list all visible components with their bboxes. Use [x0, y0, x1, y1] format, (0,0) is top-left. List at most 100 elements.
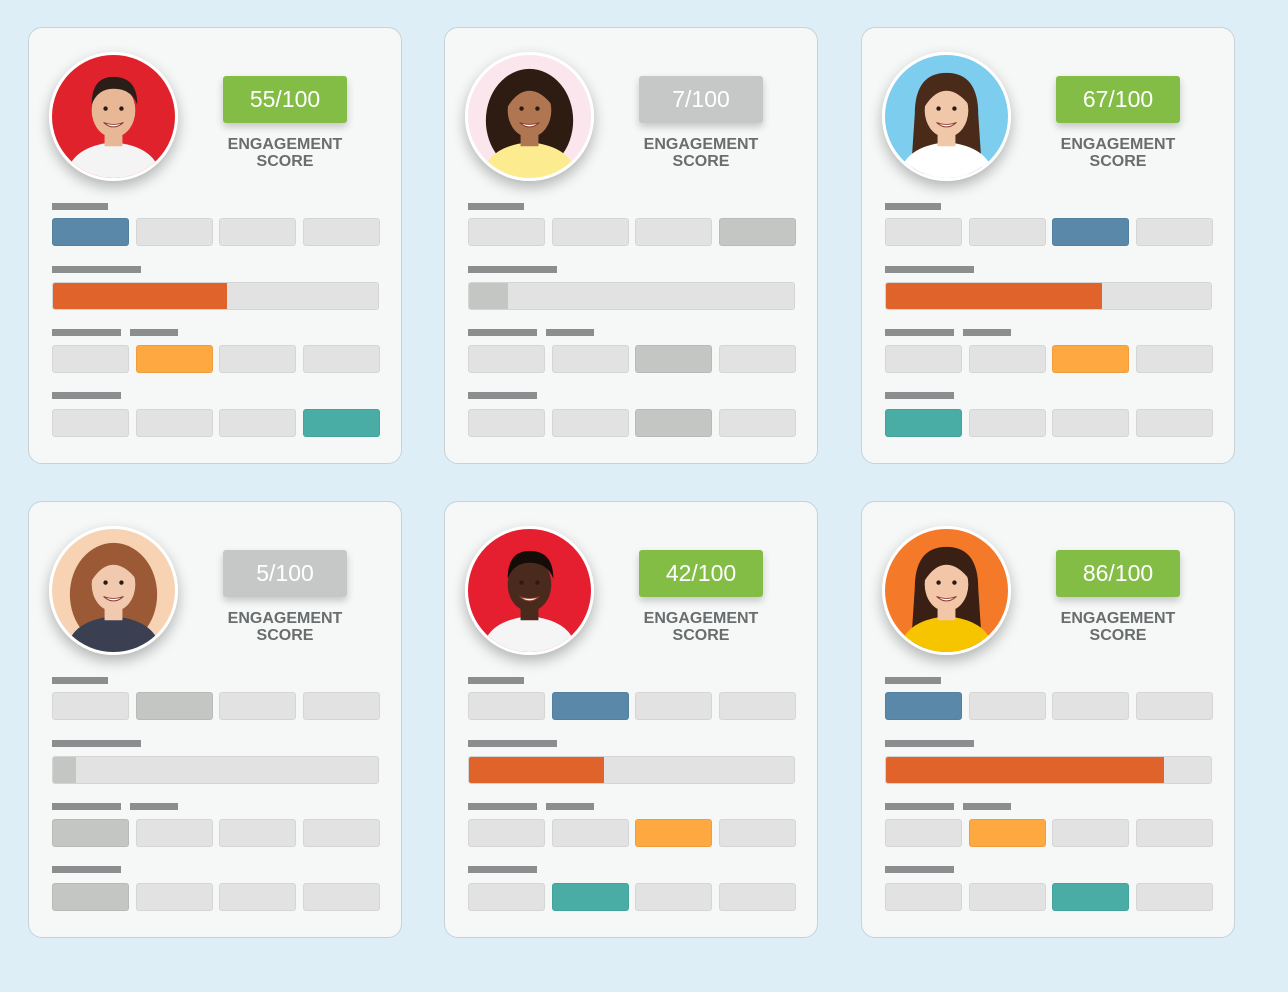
segment-block — [52, 345, 129, 373]
engagement-progress-bar — [885, 282, 1212, 310]
profile-card[interactable]: 55/100 ENGAGEMENT SCORE — [28, 27, 402, 464]
engagement-score-label: ENGAGEMENT SCORE — [623, 136, 779, 170]
score-label-line: SCORE — [1089, 627, 1147, 644]
segment-block — [635, 345, 712, 373]
segment-block — [219, 883, 296, 911]
segment-block — [468, 409, 545, 437]
engagement-score-badge: 7/100 — [639, 76, 763, 123]
segment-block — [885, 819, 962, 847]
segment-block — [635, 218, 712, 246]
engagement-score-label: ENGAGEMENT SCORE — [207, 136, 363, 170]
segment-block — [885, 409, 962, 437]
profile-card[interactable]: 5/100 ENGAGEMENT SCORE — [28, 501, 402, 938]
segment-block — [219, 409, 296, 437]
engagement-score-label: ENGAGEMENT SCORE — [207, 610, 363, 644]
score-label-line: SCORE — [256, 627, 314, 644]
segment-block — [468, 819, 545, 847]
placeholder-label — [468, 329, 537, 336]
progress-fill — [53, 283, 227, 309]
placeholder-label — [52, 266, 141, 273]
segment-block — [885, 883, 962, 911]
placeholder-label — [52, 203, 108, 210]
woman-wavy-hair-avatar-icon — [49, 526, 178, 655]
placeholder-label — [546, 803, 594, 810]
segment-block — [718, 345, 796, 373]
engagement-score-label: ENGAGEMENT SCORE — [623, 610, 779, 644]
engagement-score-badge: 55/100 — [223, 76, 347, 123]
placeholder-label — [885, 266, 974, 273]
segment-block — [52, 409, 129, 437]
progress-fill — [53, 757, 76, 783]
segment-block — [135, 692, 213, 720]
segment-block — [1052, 345, 1129, 373]
segment-block — [468, 218, 545, 246]
segment-block — [468, 345, 545, 373]
woman-long-hair-avatar-icon — [882, 52, 1011, 181]
placeholder-label — [52, 677, 108, 684]
placeholder-label — [52, 329, 121, 336]
segment-block — [1135, 218, 1213, 246]
placeholder-label — [885, 866, 954, 873]
placeholder-label — [885, 203, 941, 210]
score-label-line: SCORE — [1089, 153, 1147, 170]
portrait-graphic — [468, 55, 591, 178]
segment-block — [302, 819, 380, 847]
segment-block — [968, 692, 1046, 720]
placeholder-label — [963, 329, 1011, 336]
placeholder-label — [546, 329, 594, 336]
segment-block — [1052, 409, 1129, 437]
segment-block — [219, 819, 296, 847]
segment-block — [1135, 692, 1213, 720]
man-smiling-avatar-icon — [49, 52, 178, 181]
segment-block — [885, 345, 962, 373]
segment-block — [718, 819, 796, 847]
segment-block — [885, 218, 962, 246]
segment-block — [52, 218, 129, 246]
segment-block — [718, 409, 796, 437]
engagement-score-badge: 42/100 — [639, 550, 763, 597]
segment-block — [635, 883, 712, 911]
portrait-graphic — [885, 55, 1008, 178]
engagement-score-label: ENGAGEMENT SCORE — [1040, 136, 1196, 170]
placeholder-label — [468, 740, 557, 747]
woman-yellow-sweater-avatar-icon — [882, 526, 1011, 655]
portrait-graphic — [468, 529, 591, 652]
placeholder-label — [468, 677, 524, 684]
engagement-label-line: ENGAGEMENT — [643, 136, 759, 153]
profile-card[interactable]: 7/100 ENGAGEMENT SCORE — [444, 27, 818, 464]
segment-block — [551, 692, 629, 720]
portrait-graphic — [52, 529, 175, 652]
segment-block — [1052, 883, 1129, 911]
segment-block — [302, 692, 380, 720]
segment-block — [551, 883, 629, 911]
engagement-progress-bar — [52, 282, 379, 310]
score-label-line: SCORE — [672, 627, 730, 644]
segment-block — [885, 692, 962, 720]
score-label-line: SCORE — [256, 153, 314, 170]
segment-block — [302, 345, 380, 373]
progress-fill — [886, 283, 1103, 309]
segment-block — [135, 883, 213, 911]
segment-block — [1052, 819, 1129, 847]
segment-block — [1135, 409, 1213, 437]
profile-card[interactable]: 42/100 ENGAGEMENT SCORE — [444, 501, 818, 938]
segment-block — [52, 883, 129, 911]
segment-block — [135, 345, 213, 373]
placeholder-label — [468, 803, 537, 810]
engagement-score-label: ENGAGEMENT SCORE — [1040, 610, 1196, 644]
placeholder-label — [885, 677, 941, 684]
profile-card[interactable]: 67/100 ENGAGEMENT SCORE — [861, 27, 1235, 464]
progress-fill — [886, 757, 1164, 783]
placeholder-label — [52, 803, 121, 810]
segment-block — [1052, 692, 1129, 720]
segment-block — [968, 345, 1046, 373]
segment-block — [135, 218, 213, 246]
segment-block — [968, 218, 1046, 246]
segment-block — [468, 883, 545, 911]
segment-block — [219, 692, 296, 720]
profile-card[interactable]: 86/100 ENGAGEMENT SCORE — [861, 501, 1235, 938]
placeholder-label — [885, 329, 954, 336]
segment-block — [718, 218, 796, 246]
segment-block — [551, 409, 629, 437]
segment-block — [968, 883, 1046, 911]
